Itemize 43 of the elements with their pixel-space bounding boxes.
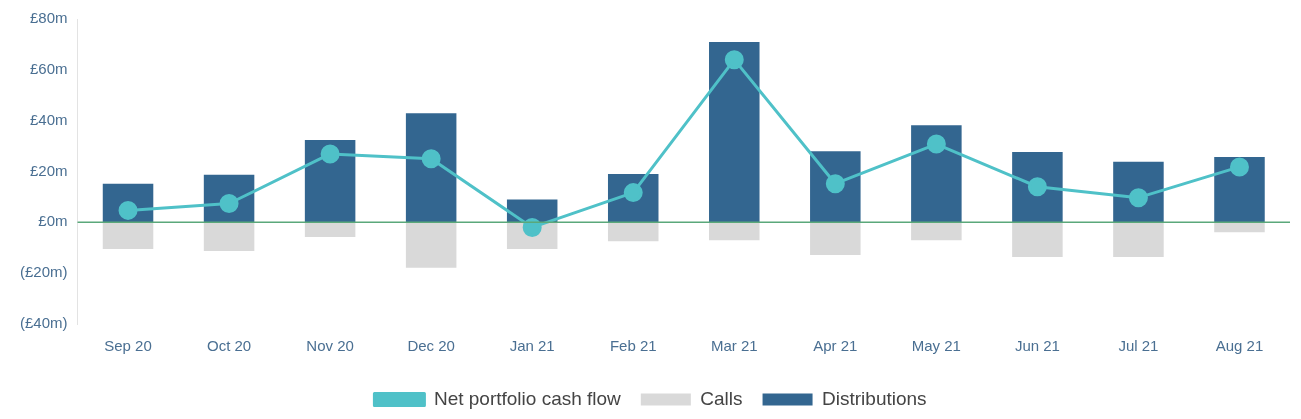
bar: [810, 222, 861, 256]
x-tick-label: Mar 21: [710, 337, 758, 355]
bar: [1012, 222, 1063, 257]
point: [926, 134, 946, 154]
bar: [1113, 222, 1164, 257]
y-tick-label: £60m: [29, 59, 68, 77]
point: [1229, 157, 1249, 177]
bar: [405, 113, 457, 223]
bar: [911, 222, 962, 241]
x-tick-label: Dec 20: [407, 337, 455, 355]
legend-label: Calls: [700, 387, 743, 409]
y-tick-label: £0m: [38, 212, 68, 230]
bar: [405, 222, 457, 268]
bar: [102, 222, 154, 250]
legend-label: Net portfolio cash flow: [433, 387, 622, 409]
x-tick-label: May 21: [911, 337, 961, 355]
bar: [1214, 157, 1265, 223]
point: [421, 149, 441, 169]
bar: [709, 41, 760, 223]
bar: [304, 139, 356, 223]
y-tick-label: (£20m): [20, 263, 68, 281]
bar: [911, 125, 962, 223]
bar: [607, 222, 659, 242]
x-tick-label: Jun 21: [1014, 337, 1060, 355]
point: [320, 144, 340, 164]
bar: [1214, 222, 1265, 233]
x-tick-label: Nov 20: [306, 337, 354, 355]
y-tick-label: (£40m): [20, 314, 68, 332]
x-tick-label: Oct 20: [206, 337, 252, 355]
x-tick-label: Aug 21: [1215, 337, 1264, 355]
legend-label: Distributions: [822, 387, 927, 409]
x-tick-label: Sep 20: [104, 337, 152, 355]
x-tick-label: Jul 21: [1118, 337, 1159, 355]
point: [724, 50, 744, 70]
x-tick-label: Apr 21: [813, 337, 858, 355]
bar: [203, 222, 255, 252]
x-tick-label: Jan 21: [509, 337, 555, 355]
bar: [709, 222, 760, 241]
y-tick-label: £40m: [29, 110, 68, 128]
y-tick-label: £20m: [29, 161, 68, 179]
bar: [304, 222, 356, 238]
y-tick-label: £80m: [29, 9, 68, 27]
x-tick-label: Feb 21: [609, 337, 657, 355]
